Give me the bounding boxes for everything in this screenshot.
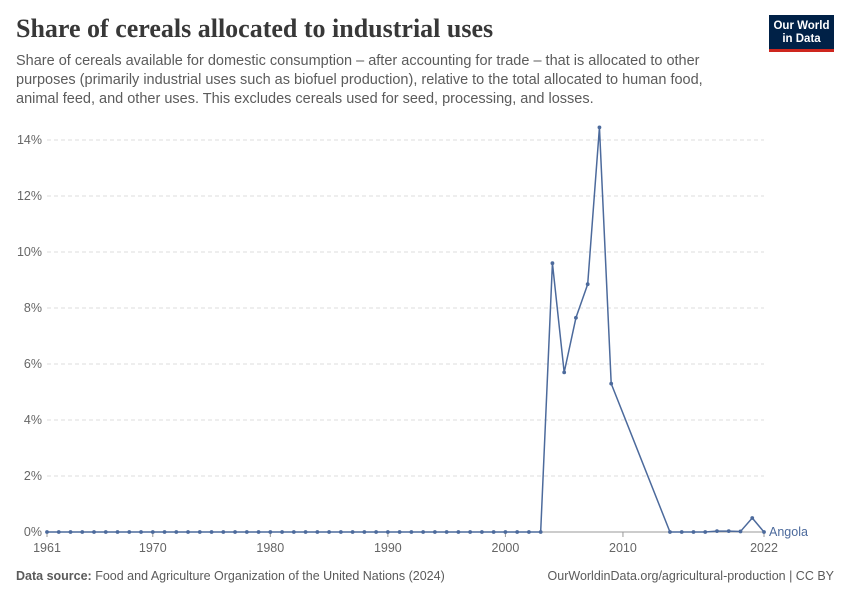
- data-point: [491, 530, 496, 534]
- data-point: [315, 530, 320, 534]
- data-point: [480, 530, 484, 534]
- data-point: [385, 530, 390, 534]
- data-source-text: Food and Agriculture Organization of the…: [95, 569, 445, 583]
- data-point: [456, 530, 461, 534]
- data-point: [527, 530, 531, 534]
- data-point: [432, 530, 437, 534]
- data-point: [327, 530, 331, 534]
- y-tick-label: 0%: [24, 525, 42, 539]
- data-point: [362, 530, 367, 534]
- data-point: [92, 530, 96, 534]
- data-point: [233, 530, 237, 534]
- data-point: [515, 530, 520, 534]
- data-point: [221, 530, 226, 534]
- data-point: [550, 261, 555, 266]
- data-source: Data source: Food and Agriculture Organi…: [16, 569, 445, 583]
- data-point: [715, 529, 719, 534]
- x-tick-label: 2022: [750, 541, 778, 555]
- x-tick-label: 1980: [256, 541, 284, 555]
- data-point: [244, 530, 249, 534]
- owid-logo[interactable]: Our World in Data: [769, 15, 834, 52]
- data-point: [127, 530, 132, 534]
- data-point: [421, 530, 426, 534]
- data-point: [762, 530, 766, 534]
- data-point: [574, 315, 578, 320]
- data-point: [409, 530, 414, 534]
- y-tick-label: 8%: [24, 301, 42, 315]
- data-point: [186, 530, 190, 534]
- data-point: [268, 530, 273, 534]
- y-tick-label: 14%: [17, 133, 42, 147]
- x-tick-label: 1990: [374, 541, 402, 555]
- data-point: [139, 530, 143, 534]
- series-label: Angola: [769, 525, 808, 539]
- x-tick-label: 2010: [609, 541, 637, 555]
- data-point: [80, 530, 85, 534]
- data-point: [197, 530, 202, 534]
- data-point: [397, 530, 402, 534]
- data-point: [597, 125, 602, 130]
- data-point: [444, 530, 449, 534]
- data-point: [703, 530, 708, 534]
- data-point: [679, 530, 684, 534]
- data-point: [162, 530, 167, 534]
- data-point: [738, 529, 743, 534]
- data-point: [503, 530, 508, 534]
- chart-title: Share of cereals allocated to industrial…: [16, 14, 494, 43]
- data-point: [291, 530, 296, 534]
- data-point: [303, 530, 308, 534]
- y-tick-label: 10%: [17, 245, 42, 259]
- url-license[interactable]: OurWorldinData.org/agricultural-producti…: [547, 569, 834, 583]
- data-point: [562, 370, 567, 375]
- data-point: [280, 530, 284, 534]
- logo-line-1: Our World: [773, 20, 830, 32]
- y-tick-label: 4%: [24, 413, 42, 427]
- data-point: [150, 530, 155, 534]
- data-point: [103, 530, 108, 534]
- data-point: [468, 530, 473, 534]
- y-tick-label: 12%: [17, 189, 42, 203]
- series-line: [47, 126, 765, 533]
- data-point: [350, 530, 355, 534]
- data-point: [726, 529, 731, 534]
- data-point: [256, 530, 261, 534]
- data-point: [538, 530, 543, 534]
- data-point: [209, 530, 214, 534]
- data-point: [691, 530, 696, 534]
- data-source-label: Data source:: [16, 569, 92, 583]
- data-point: [56, 530, 61, 534]
- data-point: [374, 530, 379, 534]
- data-point: [750, 516, 755, 520]
- data-point: [668, 530, 672, 534]
- logo-line-2: in Data: [782, 33, 821, 45]
- x-tick-label: 2000: [492, 541, 520, 555]
- data-point: [45, 530, 49, 534]
- data-point: [585, 282, 590, 287]
- y-tick-label: 6%: [24, 357, 42, 371]
- x-tick-label: 1970: [139, 541, 167, 555]
- y-tick-label: 2%: [24, 469, 42, 483]
- x-tick-label: 1961: [33, 541, 61, 555]
- data-point: [609, 381, 614, 386]
- data-point: [338, 530, 343, 534]
- chart-subtitle: Share of cereals available for domestic …: [16, 53, 703, 107]
- data-point: [115, 530, 120, 534]
- data-point: [174, 530, 179, 534]
- data-point: [68, 530, 73, 534]
